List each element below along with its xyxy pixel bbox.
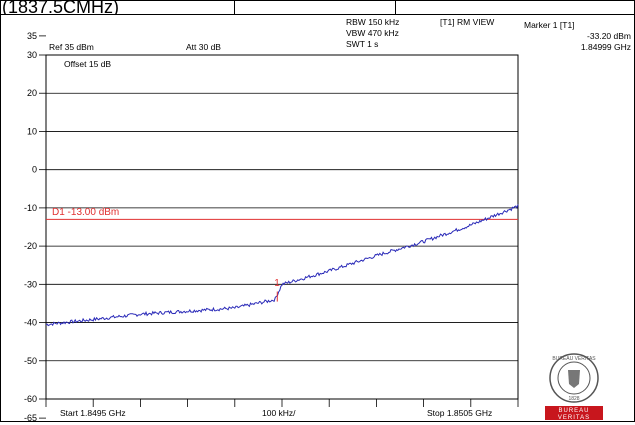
y-tick-label: -30: [24, 279, 37, 289]
svg-text:BUREAU: BUREAU: [558, 408, 589, 414]
y-tick-label: -20: [24, 241, 37, 251]
offset-label: Offset 15 dB: [64, 59, 112, 69]
y-tick-label: 10: [27, 126, 37, 136]
marker-1-label: 1: [274, 277, 280, 289]
header-cell-frequency: (1837.5CMHz): [0, 0, 235, 15]
span-per-division: 100 kHz/: [262, 408, 296, 418]
y-axis-ticks: 35 30 20 10 0 -10 -20 -30 -40 -50 -60 -65: [24, 31, 46, 422]
marker-level: -33.20 dBm: [587, 31, 631, 41]
header-cell-empty: [233, 0, 396, 15]
start-frequency: Start 1.8495 GHz: [60, 408, 126, 418]
ref-level-label: Ref 35 dBm: [49, 42, 94, 52]
swt-label: SWT 1 s: [346, 39, 379, 49]
y-tick-label: -60: [24, 394, 37, 404]
attenuation-label: Att 30 dB: [186, 42, 221, 52]
x-axis-ticks: [45, 399, 519, 407]
y-tick-label: -10: [24, 203, 37, 213]
vbw-label: VBW 470 kHz: [346, 28, 399, 38]
y-tick-label: 0: [32, 165, 37, 175]
y-tick-label: -65: [24, 413, 37, 422]
display-line-label: D1 -13.00 dBm: [52, 207, 120, 219]
grid: [46, 92, 518, 362]
y-tick-label: -40: [24, 318, 37, 328]
y-tick-label: 20: [27, 88, 37, 98]
y-tick-label: 35: [27, 31, 37, 41]
y-tick-label: -50: [24, 356, 37, 366]
y-tick-label: 30: [27, 50, 37, 60]
marker-frequency: 1.84999 GHz: [580, 42, 631, 52]
plot-border: [45, 54, 519, 400]
header-table: (1837.5CMHz): [0, 0, 635, 15]
svg-text:BUREAU VERITAS: BUREAU VERITAS: [552, 356, 596, 362]
svg-text:1828: 1828: [568, 396, 579, 402]
trace-t1: [45, 204, 519, 327]
svg-text:VERITAS: VERITAS: [558, 415, 590, 420]
bureau-veritas-logo: BUREAU VERITAS 1828 BUREAU VERITAS: [543, 350, 605, 421]
marker-title: Marker 1 [T1]: [524, 20, 575, 30]
rbw-label: RBW 150 kHz: [346, 17, 400, 27]
stop-frequency: Stop 1.8505 GHz: [427, 408, 493, 418]
header-cell-empty-right: [396, 0, 634, 15]
trace-mode-label: [T1] RM VIEW: [440, 17, 495, 27]
